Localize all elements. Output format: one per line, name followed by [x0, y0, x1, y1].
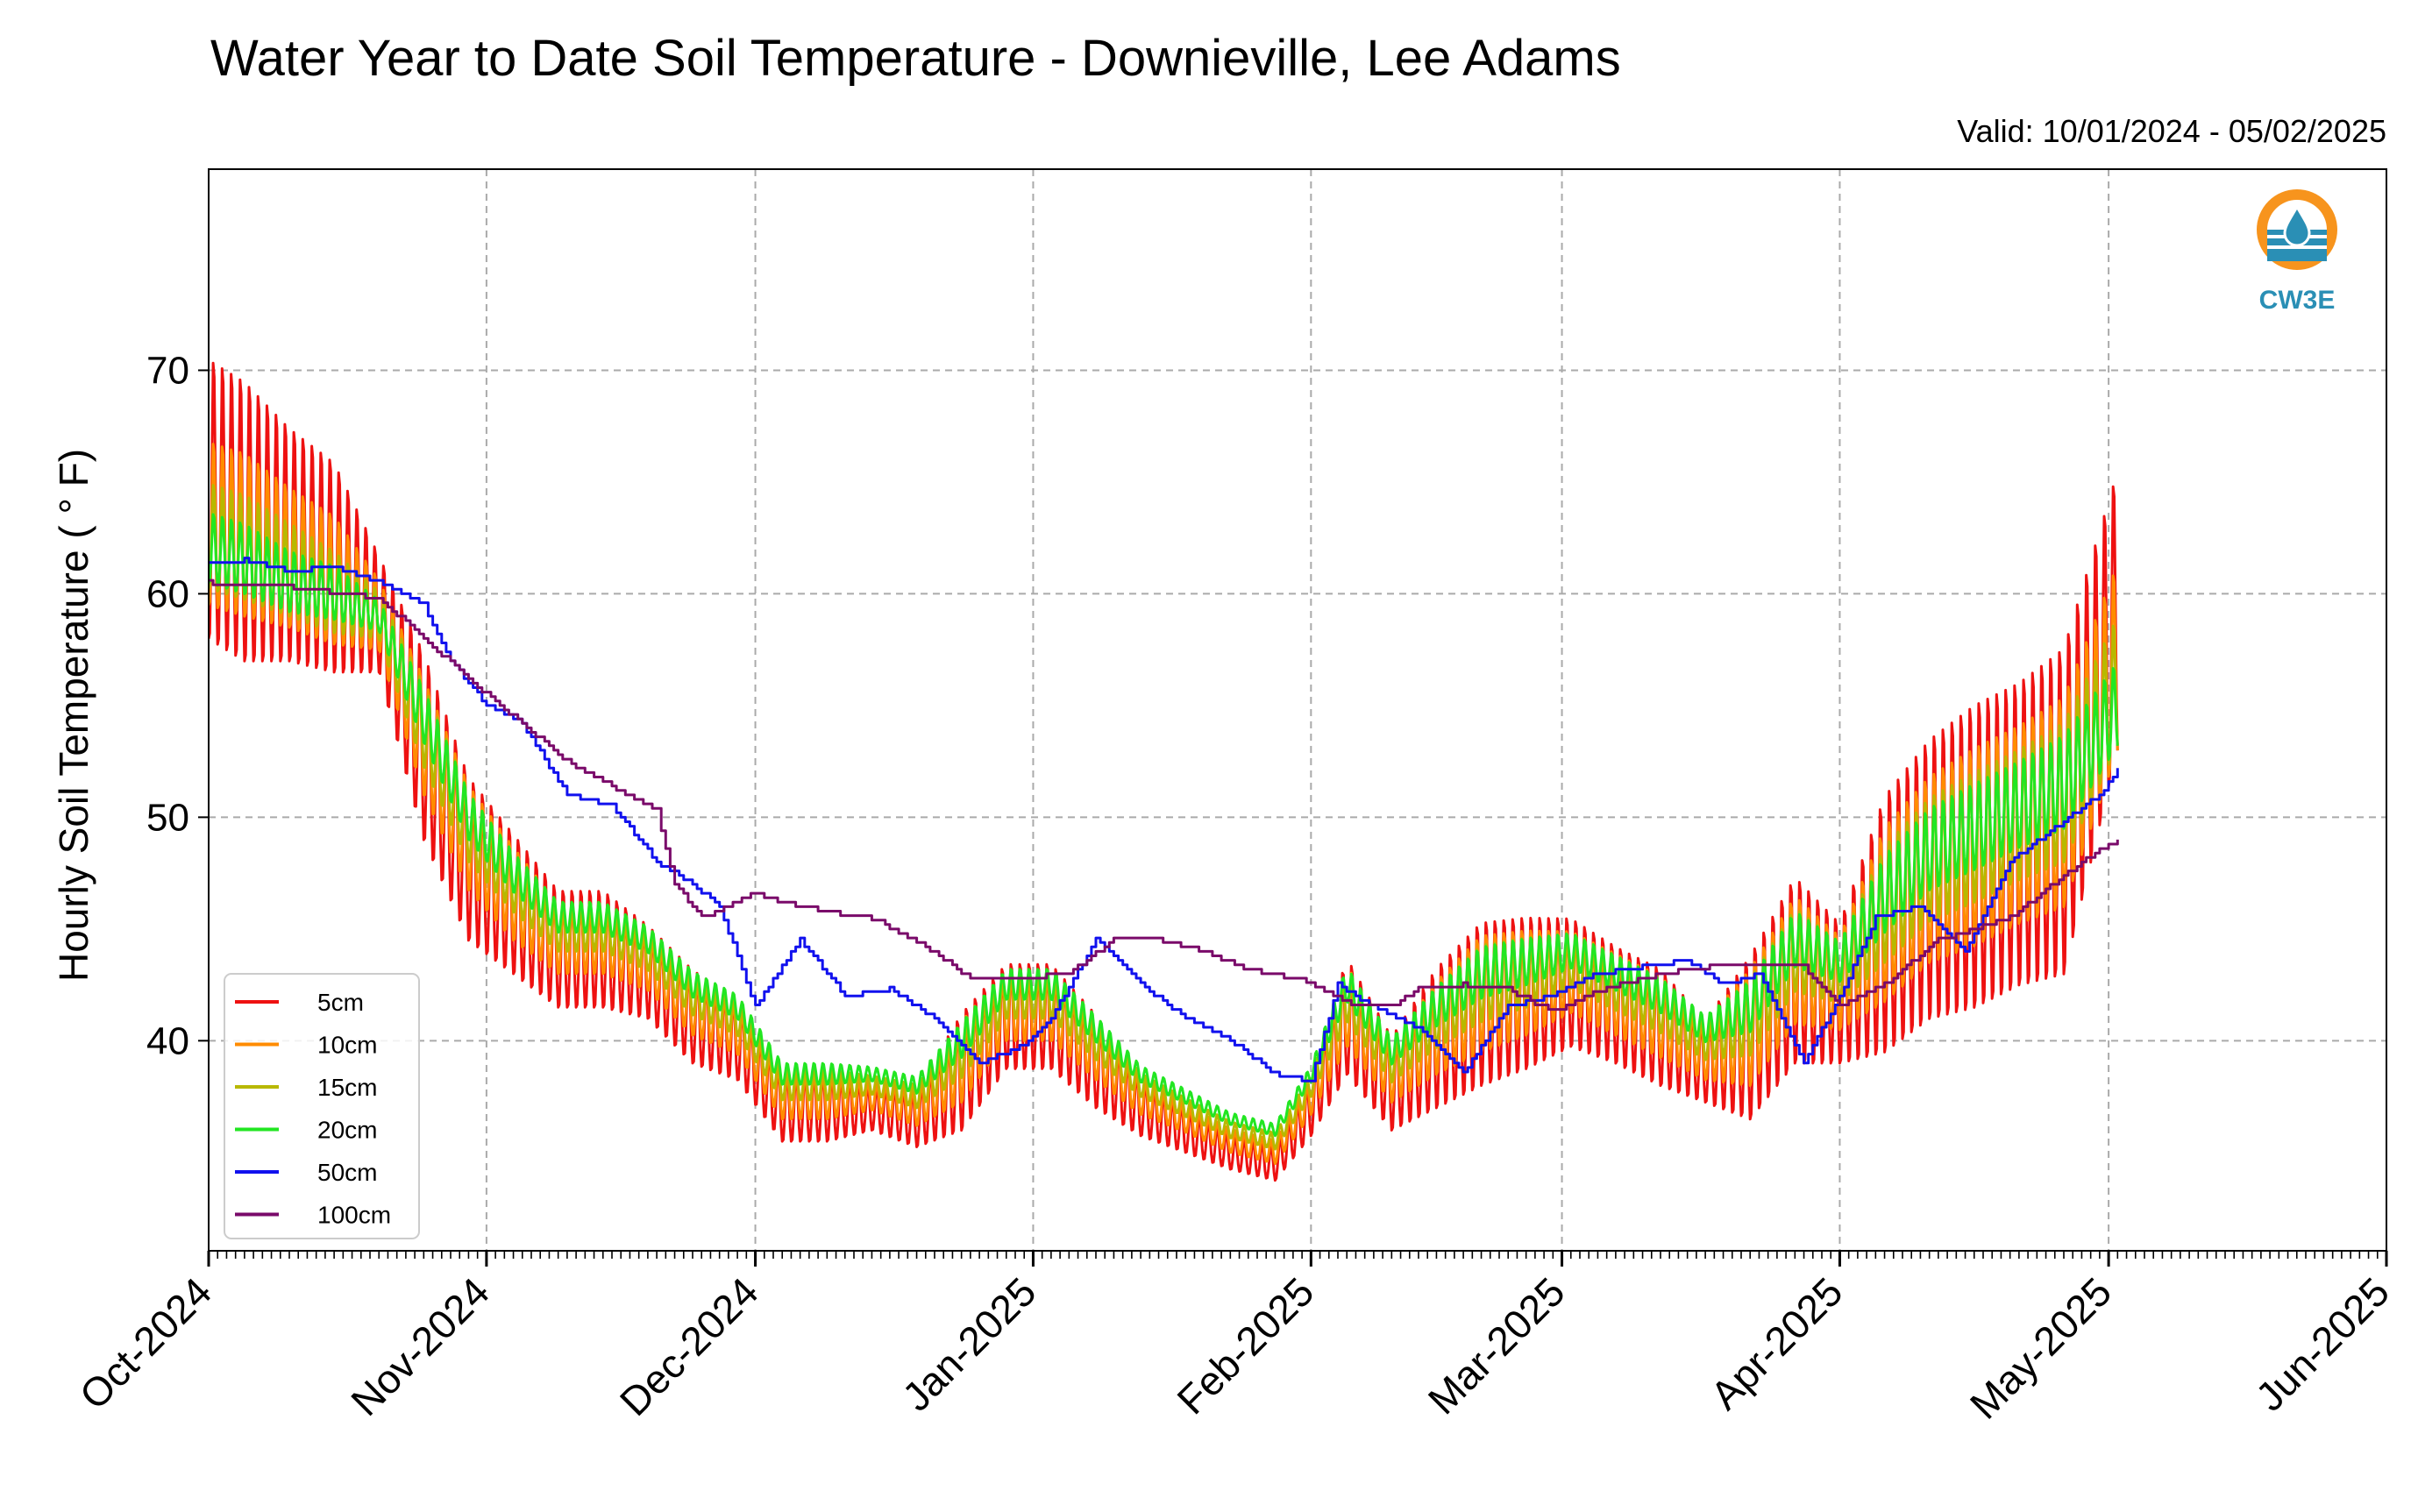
y-tick-label: 50 — [146, 796, 189, 839]
legend-label-10cm: 10cm — [317, 1032, 377, 1059]
series-line-5cm — [209, 361, 2119, 1182]
x-tick-label: Apr-2025 — [1702, 1268, 1852, 1418]
series-line-20cm — [209, 513, 2119, 1138]
x-tick-label: Oct-2024 — [71, 1268, 221, 1418]
series-lines — [209, 361, 2119, 1182]
y-tick-label: 60 — [146, 572, 189, 615]
grid-lines — [209, 169, 2386, 1251]
y-axis-ticks: 40 50 60 70 — [146, 349, 209, 1062]
cw3e-logo-text: CW3E — [2259, 286, 2336, 315]
x-tick-label: Nov-2024 — [342, 1268, 498, 1424]
legend-label-5cm: 5cm — [317, 989, 364, 1016]
x-tick-label: Dec-2024 — [611, 1268, 767, 1424]
water-drop-icon — [2283, 203, 2311, 247]
x-tick-label: Jun-2025 — [2247, 1268, 2398, 1419]
legend: 5cm 10cm 15cm 20cm 50cm 100cm — [224, 973, 420, 1239]
cw3e-logo: CW3E — [2257, 189, 2337, 315]
legend-label-15cm: 15cm — [317, 1074, 377, 1101]
x-tick-label: Mar-2025 — [1419, 1268, 1574, 1423]
x-axis-ticks: Oct-2024 Nov-2024 Dec-2024 Jan-2025 Feb-2025… — [71, 1251, 2398, 1428]
chart-title: Water Year to Date Soil Temperature - Do… — [210, 30, 1621, 87]
series-line-100cm — [209, 579, 2119, 1012]
x-tick-label: Jan-2025 — [893, 1268, 1044, 1419]
legend-label-100cm: 100cm — [317, 1202, 391, 1229]
x-tick-label: Feb-2025 — [1168, 1268, 1322, 1423]
plot-frame — [208, 168, 2387, 1252]
legend-label-20cm: 20cm — [317, 1117, 377, 1144]
x-tick-label: May-2025 — [1961, 1268, 2120, 1427]
series-line-50cm — [209, 557, 2119, 1083]
legend-label-50cm: 50cm — [317, 1159, 377, 1186]
y-tick-label: 40 — [146, 1019, 189, 1062]
y-axis-label: Hourly Soil Temperature ( ° F) — [51, 449, 96, 982]
y-tick-label: 70 — [146, 349, 189, 392]
chart-subtitle: Valid: 10/01/2024 - 05/02/2025 — [1957, 113, 2386, 149]
